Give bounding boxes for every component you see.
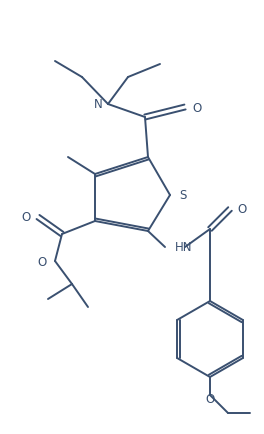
Text: O: O [22, 211, 31, 224]
Text: S: S [179, 189, 186, 202]
Text: N: N [94, 98, 103, 111]
Text: O: O [237, 203, 246, 216]
Text: O: O [192, 101, 201, 114]
Text: HN: HN [175, 241, 192, 254]
Text: O: O [38, 255, 47, 268]
Text: O: O [205, 393, 215, 405]
